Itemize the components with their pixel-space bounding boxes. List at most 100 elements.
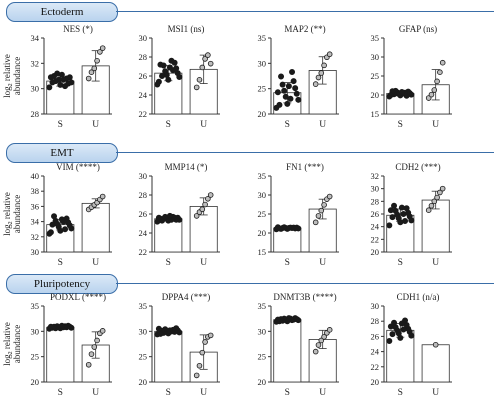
y-tick-label: 30 xyxy=(31,84,40,94)
x-tick-label: S xyxy=(398,258,403,268)
data-point-S xyxy=(166,212,173,219)
data-point-S xyxy=(287,95,294,102)
data-point-S xyxy=(285,315,292,322)
data-point-U xyxy=(312,219,319,226)
y-axis-label: log2 relative xyxy=(2,322,14,366)
data-point-U xyxy=(202,339,208,345)
data-point-U xyxy=(99,328,106,334)
data-point-U xyxy=(205,196,211,202)
data-point-S xyxy=(62,226,69,233)
data-point-U xyxy=(321,202,327,208)
chart-title: DPPA4 (***) xyxy=(162,292,210,302)
y-tick-label: 35 xyxy=(258,33,267,43)
chart-title: MSI1 (ns) xyxy=(168,24,205,34)
data-point-S xyxy=(157,61,164,68)
y-tick-label: 30 xyxy=(31,247,40,257)
y-tick-label: 20 xyxy=(31,377,40,387)
bar-S xyxy=(46,326,75,383)
data-point-S xyxy=(285,225,292,232)
data-point-S xyxy=(51,213,58,220)
y-tick-label: 30 xyxy=(258,58,267,68)
y-tick-label: 20 xyxy=(258,228,267,238)
data-point-U xyxy=(202,56,208,62)
x-tick-label: S xyxy=(166,258,171,268)
y-tick-label: 30 xyxy=(371,184,380,194)
data-point-U xyxy=(318,70,325,76)
x-tick-label: S xyxy=(58,258,63,268)
y-tick-label: 20 xyxy=(258,109,267,119)
data-point-U xyxy=(318,207,325,214)
y-axis-label: log2 relative xyxy=(2,192,14,236)
section-pill-emt: EMT xyxy=(6,143,118,163)
y-tick-label: 40 xyxy=(31,171,40,181)
data-point-U xyxy=(428,91,435,98)
x-tick-label: S xyxy=(398,120,403,130)
data-point-S xyxy=(49,79,56,86)
chart-title: VIM (****) xyxy=(56,162,100,172)
data-point-S xyxy=(278,73,285,80)
bar-S xyxy=(154,330,183,383)
data-point-S xyxy=(391,202,398,209)
data-point-U xyxy=(88,69,95,75)
y-tick-label: 15 xyxy=(371,109,380,119)
x-tick-label: U xyxy=(432,258,439,268)
data-point-U xyxy=(315,74,322,81)
y-tick-label: 25 xyxy=(31,352,40,362)
y-tick-label: 22 xyxy=(371,362,380,372)
y-tick-label: 35 xyxy=(258,171,267,181)
bar-S xyxy=(273,319,302,383)
data-point-S xyxy=(387,207,394,214)
y-tick-label: 28 xyxy=(31,109,40,119)
y-tick-label: 36 xyxy=(31,201,40,211)
bar-S xyxy=(154,218,183,253)
y-tick-label: 30 xyxy=(139,326,148,336)
data-point-S xyxy=(58,216,65,223)
y-tick-label: 30 xyxy=(371,52,380,62)
data-point-S xyxy=(389,331,396,338)
data-point-U xyxy=(207,332,214,339)
x-tick-label: S xyxy=(58,120,63,130)
chart-title: DNMT3B (****) xyxy=(273,292,336,302)
x-tick-label: U xyxy=(200,258,207,268)
data-point-U xyxy=(326,193,333,200)
y-tick-label: 38 xyxy=(31,186,40,196)
data-point-U xyxy=(431,87,438,93)
data-point-U xyxy=(207,192,214,198)
y-axis-label: abundance xyxy=(12,325,22,363)
data-point-S xyxy=(47,74,54,81)
y-tick-label: 15 xyxy=(258,247,267,257)
section-pill-ectoderm: Ectoderm xyxy=(6,2,118,22)
data-point-S xyxy=(155,325,162,332)
y-tick-label: 30 xyxy=(258,190,267,200)
y-tick-label: 25 xyxy=(139,352,148,362)
data-point-U xyxy=(199,64,206,71)
data-point-U xyxy=(439,59,446,66)
x-tick-label: S xyxy=(285,388,290,398)
data-point-U xyxy=(326,327,333,333)
data-point-S xyxy=(274,89,281,96)
data-point-U xyxy=(315,342,322,348)
y-tick-label: 26 xyxy=(371,331,380,341)
data-point-U xyxy=(437,69,443,75)
data-point-S xyxy=(47,229,54,236)
data-point-U xyxy=(318,337,325,344)
data-point-U xyxy=(193,84,200,91)
data-point-S xyxy=(281,87,288,94)
data-point-S xyxy=(46,84,53,91)
data-point-U xyxy=(99,193,106,200)
chart-title: NES (*) xyxy=(63,24,93,34)
data-point-U xyxy=(428,202,435,209)
data-point-U xyxy=(97,49,103,55)
y-tick-label: 22 xyxy=(139,247,148,257)
x-tick-label: U xyxy=(92,388,99,398)
data-point-U xyxy=(432,341,439,348)
x-tick-label: U xyxy=(319,258,326,268)
data-point-U xyxy=(321,334,327,340)
data-point-U xyxy=(199,206,206,213)
data-point-U xyxy=(91,344,98,350)
x-tick-label: U xyxy=(319,120,326,130)
data-point-S xyxy=(295,96,302,103)
y-tick-label: 28 xyxy=(139,52,148,62)
